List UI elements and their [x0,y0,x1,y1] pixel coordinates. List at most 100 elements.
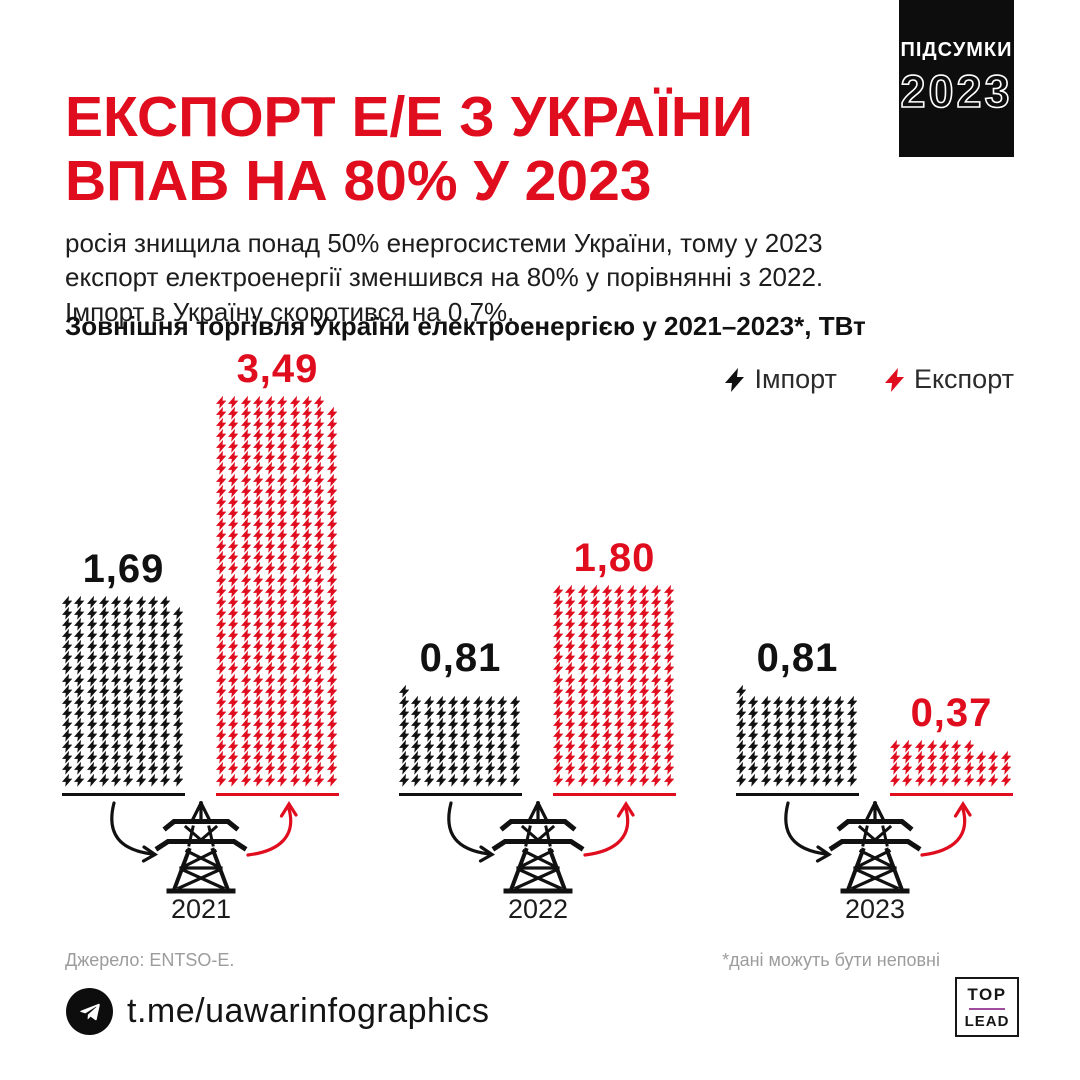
lightning-bolt-icon [651,717,662,731]
lightning-bolt-icon [785,717,796,731]
lightning-bolt-icon [123,651,134,665]
bolt-row [216,761,337,776]
lightning-bolt-icon [834,773,845,787]
lightning-bolt-icon [614,739,625,753]
lightning-bolt-icon [289,728,301,742]
lightning-bolt-icon [216,684,227,698]
lightning-bolt-icon [614,773,625,787]
lightning-bolt-icon [74,717,85,731]
lightning-bolt-icon [639,695,650,709]
lightning-bolt-icon [252,406,264,420]
lightning-bolt-icon [460,706,471,720]
lightning-bolt-icon [614,684,625,698]
lightning-bolt-icon [314,539,325,553]
lightning-bolt-icon [314,417,325,431]
lightning-bolt-icon [252,695,264,709]
bolt-row [553,773,674,788]
bolt-row [553,595,674,610]
lightning-bolt-icon [626,595,638,609]
lightning-bolt-icon [399,762,410,776]
lightning-bolt-icon [423,751,434,765]
lightning-bolt-icon [423,695,434,709]
lightning-bolt-icon [448,762,459,776]
lightning-bolt-icon [98,662,110,676]
lightning-bolt-icon [736,739,747,753]
lightning-bolt-icon [614,751,625,765]
lightning-bolt-icon [748,706,759,720]
lightning-bolt-icon [399,695,410,709]
lightning-bolt-icon [926,751,938,765]
lightning-bolt-icon [553,617,564,631]
lightning-bolt-icon [460,762,471,776]
lightning-bolt-icon [216,417,227,431]
lightning-bolt-icon [326,639,337,653]
lightning-bolt-icon [626,739,638,753]
lightning-bolt-icon [797,762,808,776]
source-note: Джерело: ENTSO-E. [65,950,235,970]
bolt-row [736,739,857,754]
lightning-bolt-icon [736,717,747,731]
lightning-bolt-icon [252,584,264,598]
lightning-bolt-icon [160,673,171,687]
lightning-bolt-icon [748,717,759,731]
lightning-bolt-icon [252,517,264,531]
lightning-bolt-icon [111,606,122,620]
lightning-bolt-icon [626,639,638,653]
lightning-bolt-icon [748,773,759,787]
results-2023-badge: ПІДСУМКИ 2023 [899,0,1014,157]
lightning-bolt-icon [626,662,638,676]
lightning-bolt-icon [160,717,171,731]
lightning-bolt-icon [663,639,674,653]
lightning-bolt-icon [277,484,288,498]
lightning-bolt-icon [240,562,251,576]
lightning-bolt-icon [448,751,459,765]
lightning-bolt-icon [62,728,73,742]
lightning-bolt-icon [302,528,313,542]
power-tower-graphic [784,800,972,894]
lightning-bolt-icon [123,673,134,687]
telegram-handle[interactable]: t.me/uawarinfographics [127,992,490,1030]
lightning-bolt-icon [822,739,833,753]
lightning-bolt-icon [326,717,337,731]
year-axis-label: 2022 [507,894,569,924]
lightning-bolt-icon [565,728,576,742]
telegram-link[interactable]: t.me/uawarinfographics [66,988,490,1035]
bolt-row [736,773,857,788]
lightning-bolt-icon [460,728,471,742]
lightning-bolt-icon [472,728,484,742]
lightning-bolt-icon [553,728,564,742]
lightning-bolt-icon [228,439,239,453]
lightning-bolt-icon [240,595,251,609]
lightning-bolt-icon [553,606,564,620]
bolt-row [553,628,674,643]
lightning-bolt-icon [86,773,97,787]
bolt-row [890,739,975,754]
bolt-row [216,439,337,454]
lightning-bolt-icon [111,695,122,709]
lightning-bolt-icon [663,673,674,687]
lightning-bolt-icon [663,717,674,731]
telegram-icon[interactable] [66,988,113,1035]
lightning-bolt-icon [472,751,484,765]
lightning-bolt-icon [626,651,638,665]
lightning-bolt-icon [602,773,613,787]
lightning-bolt-icon [111,762,122,776]
lightning-bolt-icon [509,762,520,776]
lightning-bolt-icon [74,762,85,776]
lightning-bolt-icon [553,706,564,720]
lightning-bolt-icon [651,706,662,720]
lightning-bolt-icon [809,739,821,753]
lightning-bolt-icon [302,639,313,653]
lightning-bolt-icon [614,662,625,676]
lightning-bolt-icon [289,595,301,609]
lightning-bolt-icon [135,773,147,787]
lightning-bolt-icon [797,739,808,753]
lightning-bolt-icon [884,367,904,392]
lightning-bolt-icon [314,673,325,687]
lightning-bolt-icon [663,739,674,753]
lightning-bolt-icon [111,751,122,765]
bolt-row [62,739,183,754]
data-disclaimer-note: *дані можуть бути неповні [722,950,940,970]
lightning-bolt-icon [135,662,147,676]
lightning-bolt-icon [314,662,325,676]
